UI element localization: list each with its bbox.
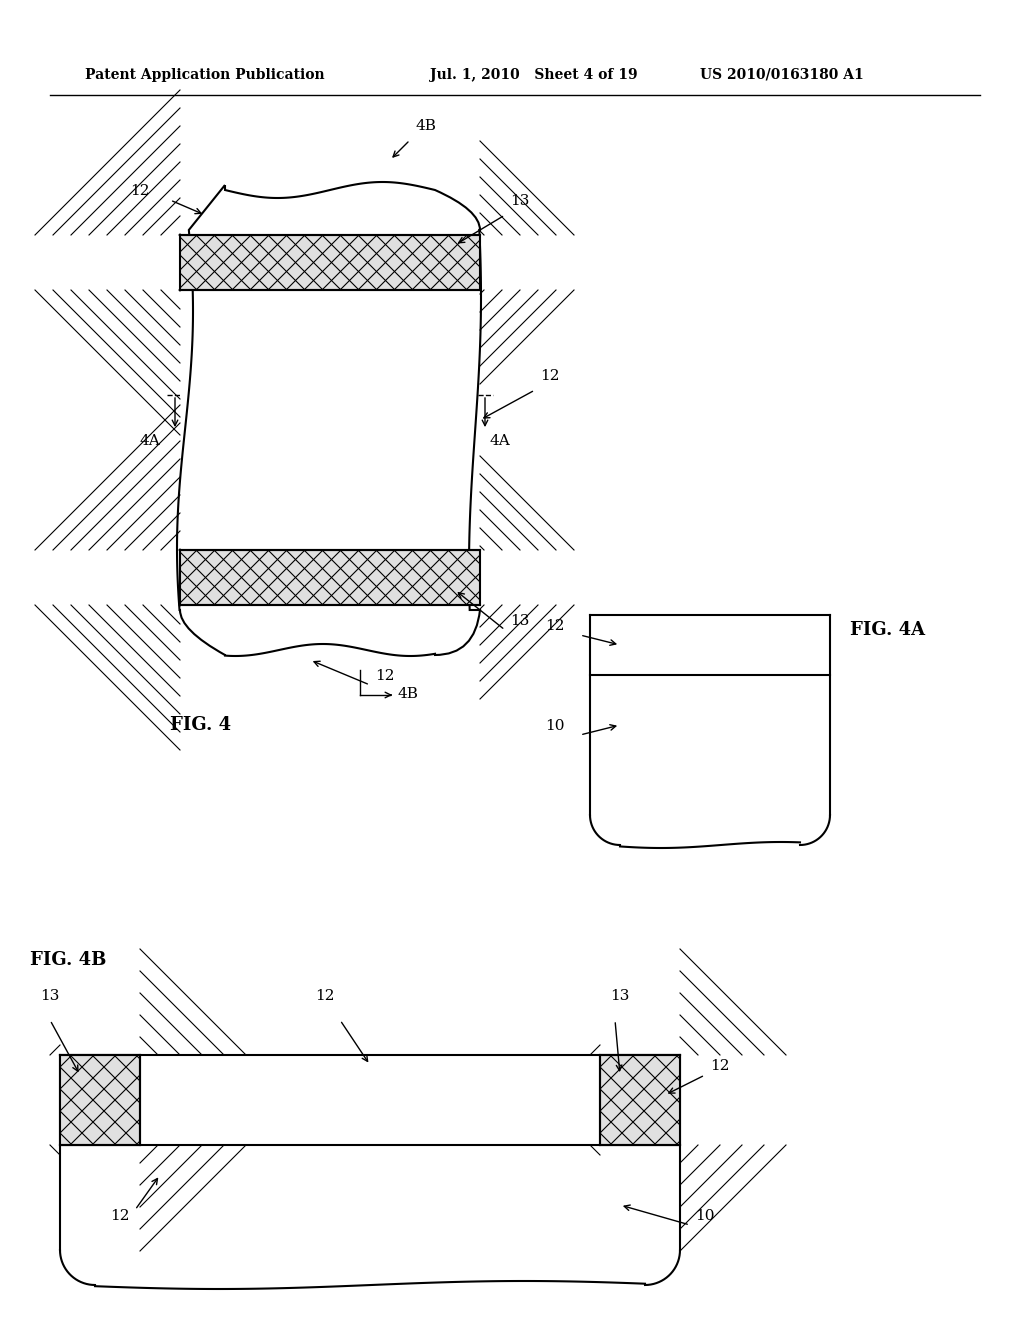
Text: 13: 13 (510, 194, 529, 209)
Bar (600, 1055, 680, 1144)
Text: Patent Application Publication: Patent Application Publication (85, 69, 325, 82)
Text: US 2010/0163180 A1: US 2010/0163180 A1 (700, 69, 864, 82)
Text: 13: 13 (510, 614, 529, 628)
Text: 4A: 4A (490, 434, 511, 447)
Text: 12: 12 (545, 619, 564, 634)
Bar (60, 1055, 140, 1144)
Text: FIG. 4A: FIG. 4A (850, 620, 925, 639)
PathPatch shape (177, 182, 481, 656)
Text: 10: 10 (545, 719, 564, 733)
Text: 13: 13 (40, 989, 59, 1003)
Text: 12: 12 (540, 370, 559, 383)
Text: 4B: 4B (398, 686, 419, 701)
Text: 4B: 4B (415, 119, 436, 133)
Bar (180, 550, 480, 605)
Text: FIG. 4: FIG. 4 (170, 715, 231, 734)
Text: 4A: 4A (140, 434, 161, 447)
Text: 10: 10 (695, 1209, 715, 1224)
Text: 12: 12 (710, 1059, 729, 1073)
Text: FIG. 4B: FIG. 4B (30, 950, 106, 969)
Text: 12: 12 (130, 183, 150, 198)
Text: 12: 12 (375, 669, 394, 682)
Bar (180, 235, 480, 290)
Text: Jul. 1, 2010   Sheet 4 of 19: Jul. 1, 2010 Sheet 4 of 19 (430, 69, 638, 82)
Text: 13: 13 (610, 989, 630, 1003)
Text: 12: 12 (110, 1209, 129, 1224)
Text: 12: 12 (315, 989, 335, 1003)
